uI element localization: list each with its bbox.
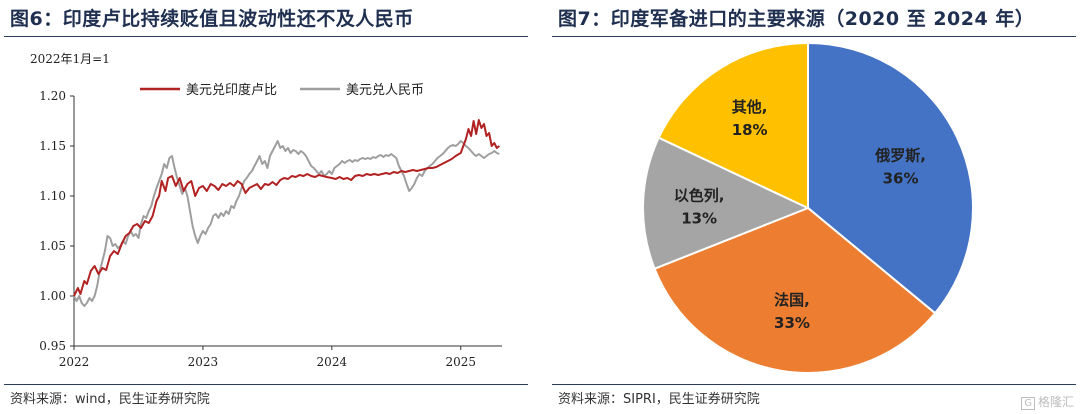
pie-label-name-2: 以色列, xyxy=(674,187,725,205)
watermark: G 格隆汇 xyxy=(1021,393,1074,410)
legend-label-1: 美元兑人民币 xyxy=(346,83,424,98)
pie-label-value-2: 13% xyxy=(681,210,717,228)
figure6-title: 图6：印度卢比持续贬值且波动性还不及人民币 xyxy=(10,8,414,30)
figure6-title-rule xyxy=(4,36,528,37)
pie-label-value-3: 18% xyxy=(732,121,768,139)
y-tick-label: 1.15 xyxy=(39,139,66,153)
pie-label-name-0: 俄罗斯, xyxy=(874,146,926,164)
pie-label-name-3: 其他, xyxy=(732,98,768,116)
x-tick-label: 2022 xyxy=(59,355,90,369)
figure6-source-rule xyxy=(4,384,528,385)
y-tick-label: 1.00 xyxy=(39,289,66,303)
pie-slice-0 xyxy=(807,41,974,315)
x-tick-label: 2023 xyxy=(188,355,219,369)
y-tick-label: 0.95 xyxy=(39,339,66,353)
watermark-logo-icon: G xyxy=(1021,397,1035,410)
y-tick-label: 1.10 xyxy=(39,189,66,203)
figure6-source: 资料来源：wind，民生证券研究院 xyxy=(10,392,210,407)
line-chart: 2022年1月=1 0.95 1.00 1.05 1.10 1.15 1.20 2022 202… xyxy=(30,52,502,369)
pie-label-name-1: 法国, xyxy=(774,291,810,309)
pie-slice-3 xyxy=(657,41,809,210)
pie-label-value-0: 36% xyxy=(883,169,919,187)
pie-slice-2 xyxy=(642,136,811,270)
legend-label-0: 美元兑印度卢比 xyxy=(186,82,277,98)
figure7-panel: 图7：印度军备进口的主要来源（2020 至 2024 年） 俄罗斯, 36% 法国,… xyxy=(548,0,1080,414)
x-tick-label: 2025 xyxy=(445,355,476,369)
y-tick-label: 1.05 xyxy=(39,239,66,253)
y-tick-label: 1.20 xyxy=(39,89,66,103)
figure7-source: 资料来源：SIPRI，民生证券研究院 xyxy=(558,392,760,407)
x-tick-label: 2024 xyxy=(317,355,348,369)
figure6-panel: 图6：印度卢比持续贬值且波动性还不及人民币 2022年1月=1 0.95 1.00 1… xyxy=(0,0,532,414)
series-line-0 xyxy=(73,119,501,297)
figure7-title-rule xyxy=(552,36,1076,37)
watermark-text: 格隆汇 xyxy=(1037,395,1074,409)
pie-label-value-1: 33% xyxy=(774,314,810,332)
pie-chart: 俄罗斯, 36% 法国, 33% 以色列, 13% 其他, 18% xyxy=(642,41,974,374)
pie-slice-1 xyxy=(653,206,937,374)
chart-annotation: 2022年1月=1 xyxy=(30,52,110,66)
figure7-source-rule xyxy=(552,384,1076,385)
figure7-title: 图7：印度军备进口的主要来源（2020 至 2024 年） xyxy=(558,8,1035,30)
